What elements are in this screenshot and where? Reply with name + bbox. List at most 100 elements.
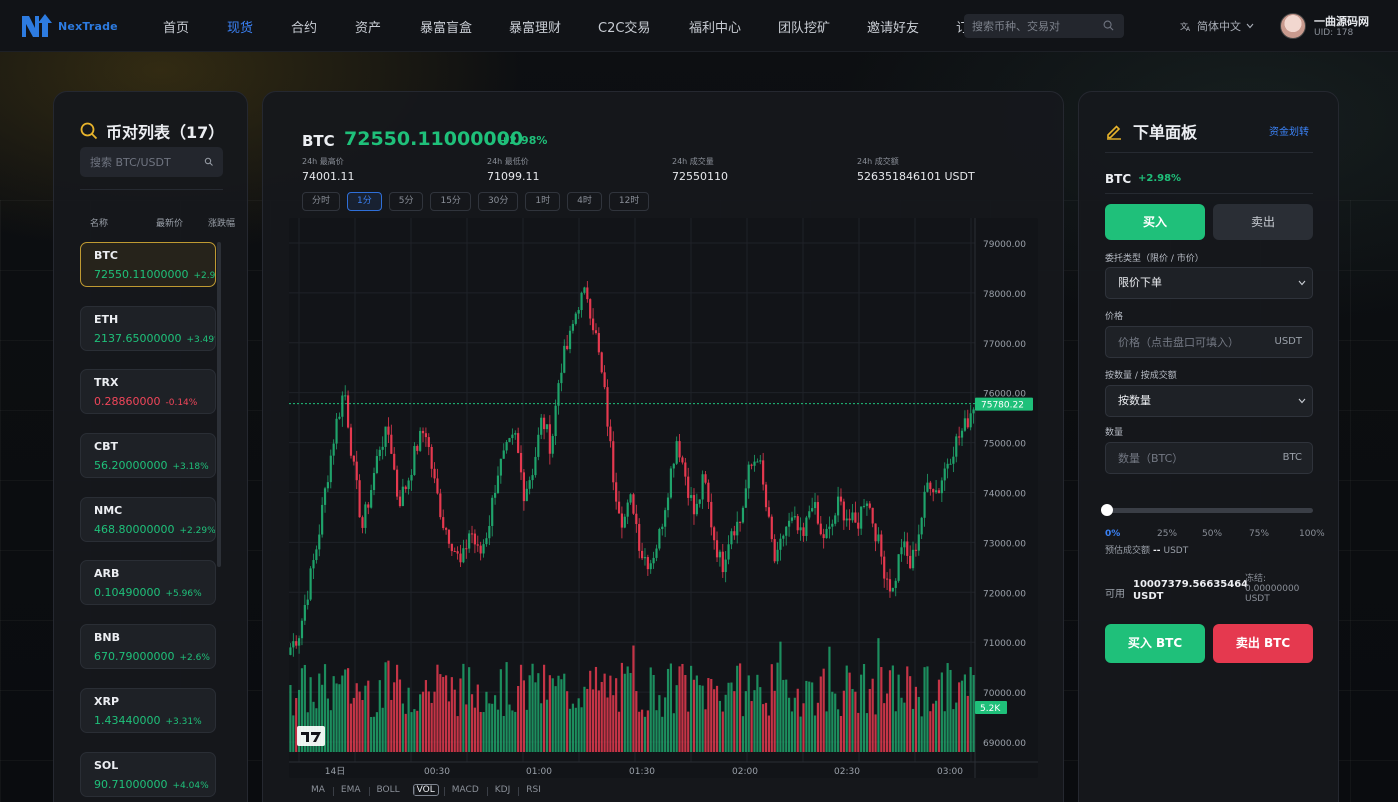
candle-body (675, 441, 678, 464)
nav-item-9[interactable]: 邀请好友 (867, 21, 920, 36)
volume-bar (713, 689, 716, 752)
interval-tab-0[interactable]: 分时 (302, 192, 341, 211)
mode-select[interactable]: 按数量 (1105, 385, 1313, 417)
indicator-tab-ema[interactable]: EMA (332, 785, 369, 796)
candle-body (433, 468, 436, 479)
nav-item-7[interactable]: 福利中心 (689, 21, 742, 36)
slider-track[interactable] (1105, 508, 1313, 513)
volume-bar (825, 711, 828, 752)
volume-bar (531, 663, 534, 752)
nav-item-6[interactable]: C2C交易 (598, 21, 651, 36)
avatar[interactable] (1280, 13, 1306, 39)
nav-item-4[interactable]: 暴富盲盒 (420, 21, 473, 36)
nav-item-0[interactable]: 首页 (163, 21, 190, 36)
sell-tab[interactable]: 卖出 (1213, 204, 1313, 240)
interval-tab-2[interactable]: 5分 (388, 192, 424, 211)
buy-tab[interactable]: 买入 (1105, 204, 1205, 240)
coin-list-scrollbar[interactable] (217, 242, 221, 567)
sell-btc-button[interactable]: 卖出 BTC (1213, 624, 1313, 663)
order-type-select[interactable]: 限价下单 (1105, 267, 1313, 299)
candle-body (410, 474, 413, 481)
chart-canvas[interactable]: 79000.00 78000.00 77000.00 76000.00 75000.00… (289, 218, 1038, 778)
nav-item-3[interactable]: 资产 (355, 21, 382, 36)
coin-row-xrp[interactable]: XRP 1.43440000 +3.31% (80, 687, 216, 733)
quantity-input[interactable] (1118, 443, 1258, 473)
amount-slider[interactable] (1101, 504, 1313, 516)
candlestick-chart[interactable]: 79000.00 78000.00 77000.00 76000.00 75000.00… (289, 218, 1038, 778)
candle-body (808, 511, 811, 518)
percent-preset-4[interactable]: 100% (1299, 529, 1325, 539)
candle-body (623, 516, 626, 528)
interval-tab-6[interactable]: 4时 (567, 192, 602, 211)
global-search[interactable] (964, 14, 1124, 38)
interval-tab-5[interactable]: 1时 (525, 192, 561, 211)
volume-bar (661, 716, 664, 752)
indicator-tab-vol[interactable]: VOL (412, 784, 439, 796)
interval-tab-4[interactable]: 30分 (477, 192, 519, 211)
percent-preset-2[interactable]: 50% (1202, 529, 1223, 539)
volume-bar (349, 703, 353, 752)
percent-preset-0[interactable]: 0% (1105, 529, 1121, 539)
buy-btc-button[interactable]: 买入 BTC (1105, 624, 1205, 663)
transfer-link[interactable]: 资金划转 (1269, 127, 1309, 138)
volume-bar (917, 696, 920, 752)
nav-item-2[interactable]: 合约 (291, 21, 318, 36)
coin-row-bnb[interactable]: BNB 670.79000000 +2.6% (80, 624, 216, 670)
coin-row-cbt[interactable]: CBT 56.20000000 +3.18% (80, 433, 216, 479)
language-selector[interactable]: 文 A 简体中文 (1180, 18, 1254, 34)
global-search-input[interactable] (972, 19, 1092, 33)
interval-tab-3[interactable]: 15分 (430, 192, 471, 211)
nav-item-1[interactable]: 现货 (227, 21, 254, 36)
candle-body (883, 556, 886, 579)
interval-tab-7[interactable]: 12时 (608, 192, 650, 211)
candle-body (929, 482, 932, 490)
volume-bar (476, 684, 479, 752)
percent-preset-3[interactable]: 75% (1249, 529, 1270, 539)
candle-body (897, 554, 900, 581)
volume-bar (309, 677, 312, 752)
coin-change: +2.29% (179, 525, 216, 536)
volume-bar (932, 703, 935, 752)
volume-bar (738, 663, 742, 752)
nav-overflow-item[interactable]: 订 (956, 21, 964, 36)
divider (1105, 152, 1313, 153)
coin-row-trx[interactable]: TRX 0.28860000 -0.14% (80, 369, 216, 415)
coin-row-btc[interactable]: BTC 72550.11000000 +2.98 (80, 242, 216, 287)
indicator-tab-macd[interactable]: MACD (443, 785, 487, 796)
volume-bar (756, 674, 759, 752)
coin-search[interactable] (80, 147, 223, 177)
slider-handle[interactable] (1101, 504, 1113, 516)
brand-logo[interactable]: NexTrade (20, 13, 118, 39)
nav-item-5[interactable]: 暴富理财 (509, 21, 562, 36)
coin-row-eth[interactable]: ETH 2137.65000000 +3.49% (80, 305, 216, 351)
coin-row-arb[interactable]: ARB 0.10490000 +5.96% (80, 560, 216, 606)
interval-tab-1[interactable]: 1分 (347, 192, 382, 211)
search-icon[interactable] (1103, 20, 1114, 31)
candle-body (372, 472, 376, 491)
coin-row-sol[interactable]: SOL 90.71000000 +4.04% (80, 751, 216, 797)
user-name[interactable]: 一曲源码网 (1314, 15, 1369, 28)
volume-bar (612, 695, 615, 752)
price-input[interactable] (1118, 327, 1258, 357)
volume-bar (681, 663, 684, 752)
candle-body (782, 535, 785, 539)
volume-bar (658, 695, 661, 752)
indicator-tab-ma[interactable]: MA (311, 785, 325, 795)
coin-search-input[interactable] (90, 155, 200, 169)
volume-bar (410, 712, 413, 752)
volume-bar (537, 673, 540, 752)
quantity-field[interactable]: BTC (1105, 442, 1313, 474)
price-field[interactable]: USDT (1105, 326, 1313, 358)
coin-row-nmc[interactable]: NMC 468.80000000 +2.29% (80, 496, 216, 542)
indicator-tab-rsi[interactable]: RSI (518, 785, 549, 796)
volume-bar (741, 716, 745, 752)
indicator-tab-boll[interactable]: BOLL (368, 785, 408, 796)
candle-body (439, 493, 442, 518)
indicator-tab-kdj[interactable]: KDJ (486, 785, 519, 796)
coin-symbol: SOL (94, 758, 119, 772)
percent-preset-1[interactable]: 25% (1157, 529, 1178, 539)
volume-bar (329, 710, 332, 752)
nav-item-8[interactable]: 团队挖矿 (778, 21, 831, 36)
y-axis-tick-label: 69000.00 (983, 739, 1026, 749)
candle-body (836, 496, 840, 516)
